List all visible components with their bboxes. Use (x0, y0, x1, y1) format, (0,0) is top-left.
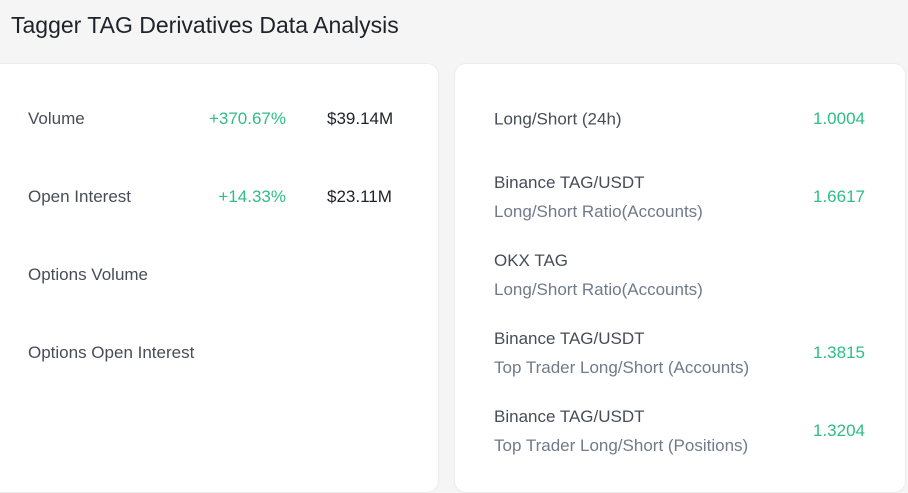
open-interest-amount: $23.11M (327, 187, 392, 206)
open-interest-row: Open Interest +14.33% $23.11M (0, 158, 438, 236)
options-open-interest-row: Options Open Interest (0, 314, 438, 392)
binance-long-short-accounts-row: Binance TAG/USDT Long/Short Ratio(Accoun… (455, 158, 905, 236)
binance-top-trader-accounts-pair-label: Binance TAG/USDT (494, 329, 645, 348)
binance-top-trader-accounts-labels: Binance TAG/USDT Top Trader Long/Short (… (494, 324, 749, 382)
binance-top-trader-positions-value: 1.3204 (813, 421, 865, 440)
derivatives-summary-card: Volume +370.67% $39.14M Open Interest +1… (0, 63, 439, 493)
options-volume-label: Options Volume (28, 265, 149, 284)
binance-top-trader-positions-labels: Binance TAG/USDT Top Trader Long/Short (… (494, 402, 748, 460)
okx-long-short-accounts-row: OKX TAG Long/Short Ratio(Accounts) (455, 236, 905, 314)
okx-long-short-ratio-accounts-label: Long/Short Ratio(Accounts) (494, 280, 703, 299)
options-open-interest-label: Options Open Interest (28, 343, 195, 362)
open-interest-label: Open Interest (28, 187, 132, 206)
binance-top-trader-accounts-value: 1.3815 (813, 343, 865, 362)
volume-change: +370.67% (208, 109, 286, 128)
top-trader-positions-label: Top Trader Long/Short (Positions) (494, 436, 749, 455)
binance-top-trader-positions-row: Binance TAG/USDT Top Trader Long/Short (… (455, 392, 905, 470)
long-short-ratio-card: Long/Short (24h) 1.0004 Binance TAG/USDT… (454, 63, 906, 493)
long-short-24h-labels: Long/Short (24h) (494, 105, 622, 134)
binance-top-trader-accounts-row: Binance TAG/USDT Top Trader Long/Short (… (455, 314, 905, 392)
long-short-24h-label: Long/Short (24h) (494, 109, 622, 129)
binance-top-trader-positions-pair-label: Binance TAG/USDT (494, 407, 645, 426)
long-short-24h-row: Long/Short (24h) 1.0004 (455, 80, 905, 158)
binance-long-short-accounts-labels: Binance TAG/USDT Long/Short Ratio(Accoun… (494, 168, 703, 226)
options-volume-row: Options Volume (0, 236, 438, 314)
long-short-ratio-accounts-label: Long/Short Ratio(Accounts) (494, 202, 703, 221)
okx-long-short-accounts-labels: OKX TAG Long/Short Ratio(Accounts) (494, 246, 703, 304)
binance-pair-label: Binance TAG/USDT (494, 173, 645, 192)
binance-long-short-accounts-value: 1.6617 (813, 187, 865, 206)
long-short-24h-value: 1.0004 (813, 109, 865, 128)
okx-pair-label: OKX TAG (494, 251, 569, 270)
volume-label: Volume (28, 109, 85, 128)
top-trader-accounts-label: Top Trader Long/Short (Accounts) (494, 358, 750, 377)
volume-row: Volume +370.67% $39.14M (0, 80, 438, 158)
page-title: Tagger TAG Derivatives Data Analysis (11, 12, 399, 38)
open-interest-change: +14.33% (218, 187, 286, 206)
volume-amount: $39.14M (327, 109, 394, 128)
